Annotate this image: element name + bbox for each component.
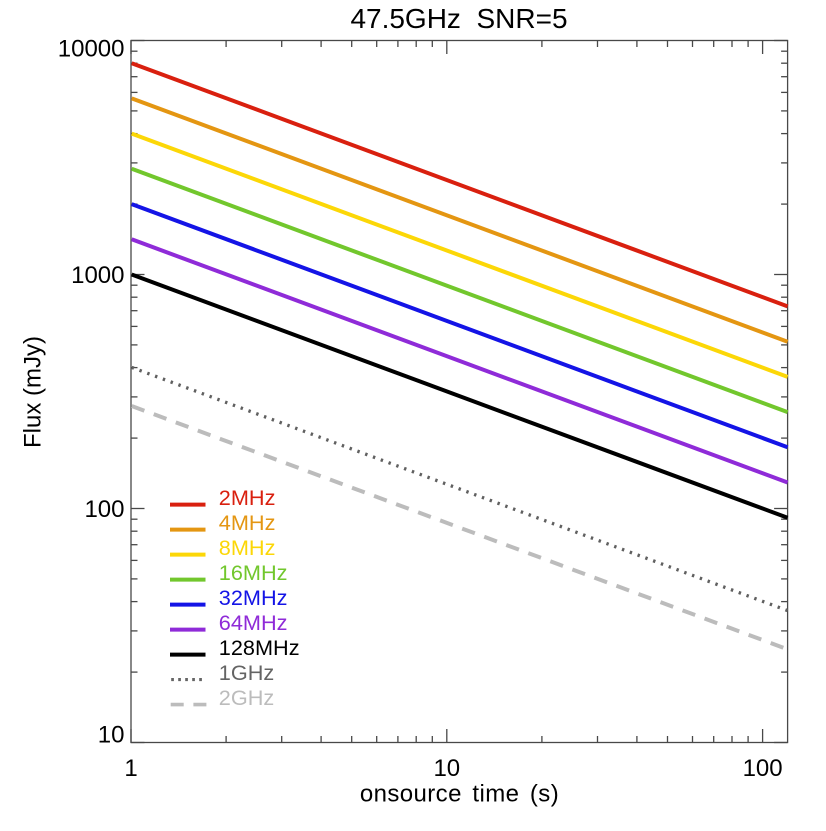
svg-text:64MHz: 64MHz xyxy=(219,610,288,635)
svg-text:1: 1 xyxy=(124,755,137,782)
svg-text:128MHz: 128MHz xyxy=(219,635,300,660)
svg-text:10: 10 xyxy=(98,721,125,748)
svg-text:100: 100 xyxy=(743,755,783,782)
svg-text:16MHz: 16MHz xyxy=(219,560,288,585)
svg-text:10: 10 xyxy=(433,755,460,782)
svg-text:4MHz: 4MHz xyxy=(219,510,276,535)
svg-text:47.5GHz SNR=5: 47.5GHz SNR=5 xyxy=(350,3,567,34)
svg-text:2MHz: 2MHz xyxy=(219,485,276,510)
svg-text:100: 100 xyxy=(84,496,124,523)
svg-text:32MHz: 32MHz xyxy=(219,585,288,610)
svg-text:onsource time (s): onsource time (s) xyxy=(360,781,559,808)
svg-text:10000: 10000 xyxy=(58,35,125,62)
svg-text:Flux (mJy): Flux (mJy) xyxy=(20,336,47,448)
svg-text:2GHz: 2GHz xyxy=(219,685,274,710)
svg-text:1000: 1000 xyxy=(71,262,124,289)
svg-text:1GHz: 1GHz xyxy=(219,660,274,685)
svg-text:8MHz: 8MHz xyxy=(219,535,276,560)
